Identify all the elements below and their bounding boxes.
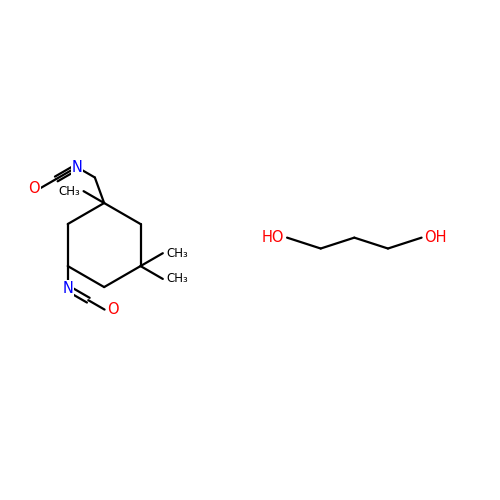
Text: N: N (62, 281, 73, 296)
Text: O: O (107, 302, 118, 317)
Text: CH₃: CH₃ (58, 184, 80, 198)
Text: CH₃: CH₃ (167, 246, 188, 260)
Text: CH₃: CH₃ (167, 272, 188, 285)
Text: O: O (28, 181, 40, 196)
Text: HO: HO (262, 230, 284, 245)
Text: N: N (72, 160, 83, 174)
Text: OH: OH (424, 230, 446, 245)
